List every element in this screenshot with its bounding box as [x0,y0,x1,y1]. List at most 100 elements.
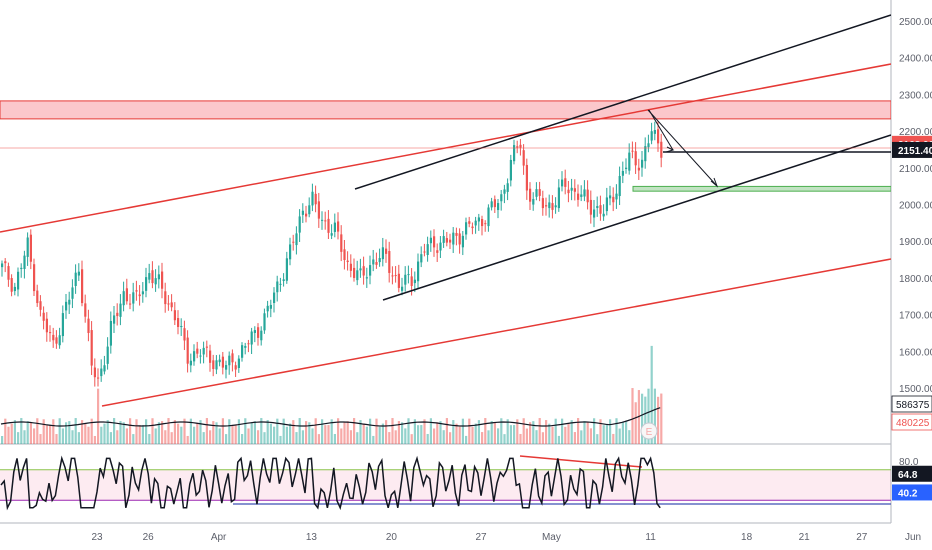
candle[interactable] [381,237,384,267]
candle[interactable] [269,299,272,318]
candle[interactable] [301,203,304,223]
candle[interactable] [29,229,32,270]
candle[interactable] [404,266,407,292]
candlestick-series[interactable] [1,121,663,387]
candle[interactable] [583,180,586,202]
candle[interactable] [490,197,493,211]
candle[interactable] [132,282,135,312]
candle[interactable] [420,246,423,268]
resistance-zone[interactable] [0,100,891,120]
candle[interactable] [45,312,48,342]
candle[interactable] [356,260,359,286]
candle[interactable] [573,179,576,201]
candle[interactable] [487,204,490,232]
candle[interactable] [577,184,580,207]
candle[interactable] [497,199,500,219]
candle[interactable] [225,360,228,379]
earnings-marker-icon[interactable] [640,422,658,440]
candle[interactable] [84,294,87,323]
candle[interactable] [609,185,612,206]
candle[interactable] [602,204,605,221]
projection-arrow-short[interactable] [648,109,674,151]
candle[interactable] [161,262,164,299]
candle[interactable] [273,287,276,313]
candle[interactable] [125,278,128,305]
candle[interactable] [378,248,381,267]
candle[interactable] [167,295,170,311]
candle[interactable] [305,205,308,223]
candle[interactable] [589,190,592,224]
candle[interactable] [330,224,333,240]
candle[interactable] [282,273,285,287]
candle[interactable] [580,185,583,202]
candle[interactable] [500,189,503,211]
candle[interactable] [337,212,340,240]
candle[interactable] [295,226,298,255]
candle[interactable] [634,142,637,174]
candle[interactable] [506,178,509,201]
candle[interactable] [119,294,122,326]
candle[interactable] [570,178,573,201]
candle[interactable] [647,134,650,153]
candle[interactable] [618,166,621,206]
candle[interactable] [599,195,602,221]
candle[interactable] [202,341,205,364]
projection-arrow-head[interactable] [710,177,719,188]
candle[interactable] [468,216,471,228]
candle[interactable] [385,239,388,263]
candle[interactable] [42,306,45,330]
candle[interactable] [279,277,282,292]
candle[interactable] [58,327,61,349]
candle[interactable] [519,138,522,156]
candle[interactable] [481,215,484,236]
candle[interactable] [23,250,26,279]
candle[interactable] [375,252,378,269]
candle[interactable] [260,326,263,346]
candle[interactable] [586,180,589,210]
candle[interactable] [109,311,112,354]
candle[interactable] [97,368,100,387]
candle[interactable] [401,277,404,296]
candle[interactable] [173,302,176,325]
candle[interactable] [413,271,416,293]
candle[interactable] [417,253,420,289]
candle[interactable] [484,220,487,232]
candle[interactable] [353,258,356,282]
candle[interactable] [567,180,570,203]
candle[interactable] [503,184,506,204]
candle[interactable] [388,241,391,283]
candle[interactable] [391,266,394,285]
candle[interactable] [650,122,653,145]
candle[interactable] [327,210,330,240]
candle[interactable] [426,236,429,262]
candle[interactable] [263,308,266,334]
candle[interactable] [509,154,512,187]
candle[interactable] [266,300,269,318]
candle[interactable] [333,213,336,238]
candle[interactable] [346,251,349,271]
candle[interactable] [180,318,183,336]
candle[interactable] [71,279,74,309]
candle[interactable] [561,171,564,192]
candle[interactable] [596,196,599,217]
candle[interactable] [458,228,461,254]
candle[interactable] [465,217,468,240]
candle[interactable] [4,258,7,273]
candle[interactable] [164,282,167,313]
candle[interactable] [343,239,346,270]
candle[interactable] [554,197,557,214]
candle[interactable] [660,133,663,168]
candle[interactable] [436,243,439,262]
candle[interactable] [65,294,68,319]
earnings-marker[interactable]: E [640,422,658,440]
candle[interactable] [61,305,64,343]
candle[interactable] [157,265,160,289]
candle[interactable] [471,222,474,235]
candle[interactable] [516,140,519,154]
candle[interactable] [612,187,615,212]
candle[interactable] [7,262,10,287]
candle[interactable] [452,227,455,254]
candle[interactable] [52,327,55,348]
candle[interactable] [538,181,541,202]
candle[interactable] [407,265,410,284]
